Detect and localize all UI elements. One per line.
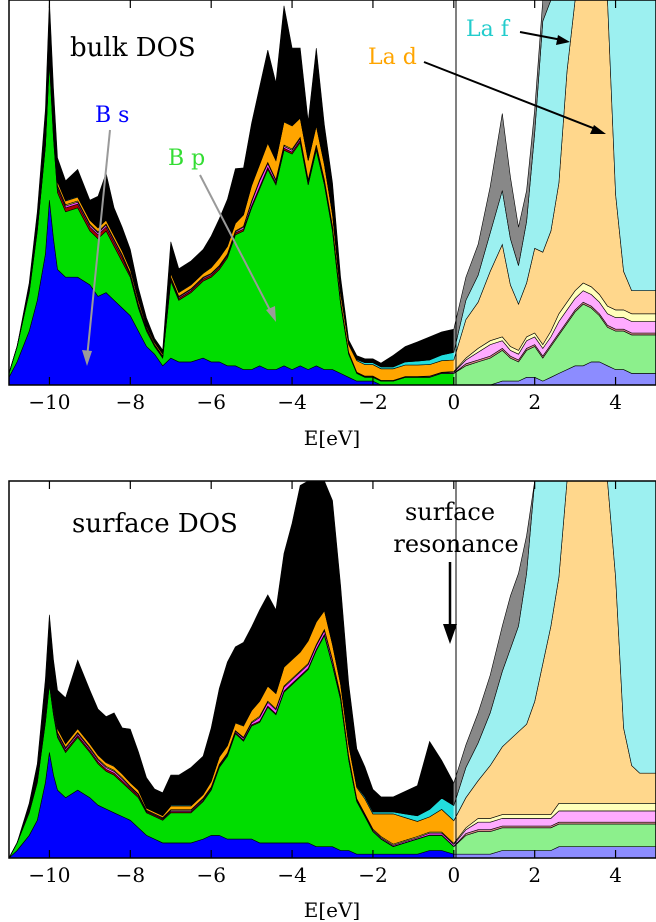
x-tick-label: −10 (28, 863, 70, 887)
bulk-laf-label: La f (466, 17, 511, 42)
bulk-dos-areas (9, 0, 656, 385)
bulk-bs-arrowhead (82, 350, 92, 366)
area-other-unoccupied (453, 0, 656, 353)
bulk-plot-frame (8, 0, 656, 386)
x-tick-label: 4 (609, 863, 622, 887)
x-tick-label: −8 (116, 863, 145, 887)
area-b-s-unoccupied (453, 846, 656, 858)
bulk-x-ticks: −10 −8 −6 −4 −2 0 2 4 (28, 0, 622, 414)
surface-plot-frame (8, 480, 656, 859)
bulk-x-axis-label: E[eV] (304, 426, 360, 450)
surface-dos-panel: −10 −8 −6 −4 −2 0 2 4 surface DOS E[eV] surface… (8, 480, 656, 922)
area-b-s-unoccupied (453, 361, 656, 385)
area-la-f-unoccupied (453, 0, 656, 361)
x-tick-label: 4 (609, 390, 622, 414)
area-la-s-unoccupied (453, 810, 656, 847)
bulk-lad-label: La d (368, 45, 417, 70)
x-tick-label: 0 (447, 863, 460, 887)
surface-dos-areas (9, 481, 656, 858)
bulk-bp-arrowhead (266, 306, 276, 322)
bulk-bp-label: B p (168, 146, 205, 171)
bulk-laf-arrowhead (556, 35, 570, 45)
x-tick-label: −6 (196, 390, 225, 414)
bulk-bp-arrow (199, 174, 273, 315)
unoccupied-states (453, 0, 656, 385)
bulk-laf-arrow (519, 31, 563, 41)
surface-x-ticks: −10 −8 −6 −4 −2 0 2 4 (28, 481, 622, 887)
x-tick-label: −2 (358, 863, 387, 887)
x-tick-label: −10 (28, 390, 70, 414)
x-tick-label: −4 (277, 863, 306, 887)
bulk-lad-arrow (423, 61, 599, 131)
bulk-bs-label: B s (95, 103, 129, 128)
surface-x-axis-label: E[eV] (304, 898, 360, 922)
x-tick-label: −6 (196, 863, 225, 887)
area-la-d-unoccupied (453, 481, 656, 844)
area-other (9, 0, 454, 374)
x-tick-label: −8 (116, 390, 145, 414)
area-b-p-unoccupied (453, 303, 656, 385)
occupied-states (9, 481, 454, 858)
bulk-bs-arrow (86, 129, 111, 359)
area-la-d-unoccupied (453, 0, 656, 372)
area-la-p-unoccupied (453, 803, 656, 845)
area-la-f-unoccupied (453, 481, 656, 822)
x-tick-label: 2 (528, 863, 541, 887)
x-tick-label: −4 (277, 390, 306, 414)
bulk-lad-arrowhead (590, 125, 606, 134)
area-b-p-unoccupied (453, 823, 656, 855)
occupied-states (9, 0, 454, 385)
area-la-p-unoccupied (453, 282, 656, 373)
surface-panel-title: surface DOS (72, 509, 238, 539)
area-other (9, 481, 454, 858)
x-tick-label: 2 (528, 390, 541, 414)
surface-resonance-arrowhead (443, 624, 457, 644)
unoccupied-states (453, 481, 656, 858)
bulk-panel-title: bulk DOS (70, 33, 196, 63)
surface-resonance-label-line1: surface (405, 498, 495, 526)
bulk-dos-panel: −10 −8 −6 −4 −2 0 2 4 bulk DOS E[eV] B s B p La… (8, 0, 656, 450)
surface-resonance-label-line2: resonance (393, 530, 518, 558)
x-tick-label: −2 (358, 390, 387, 414)
x-tick-label: 0 (447, 390, 460, 414)
